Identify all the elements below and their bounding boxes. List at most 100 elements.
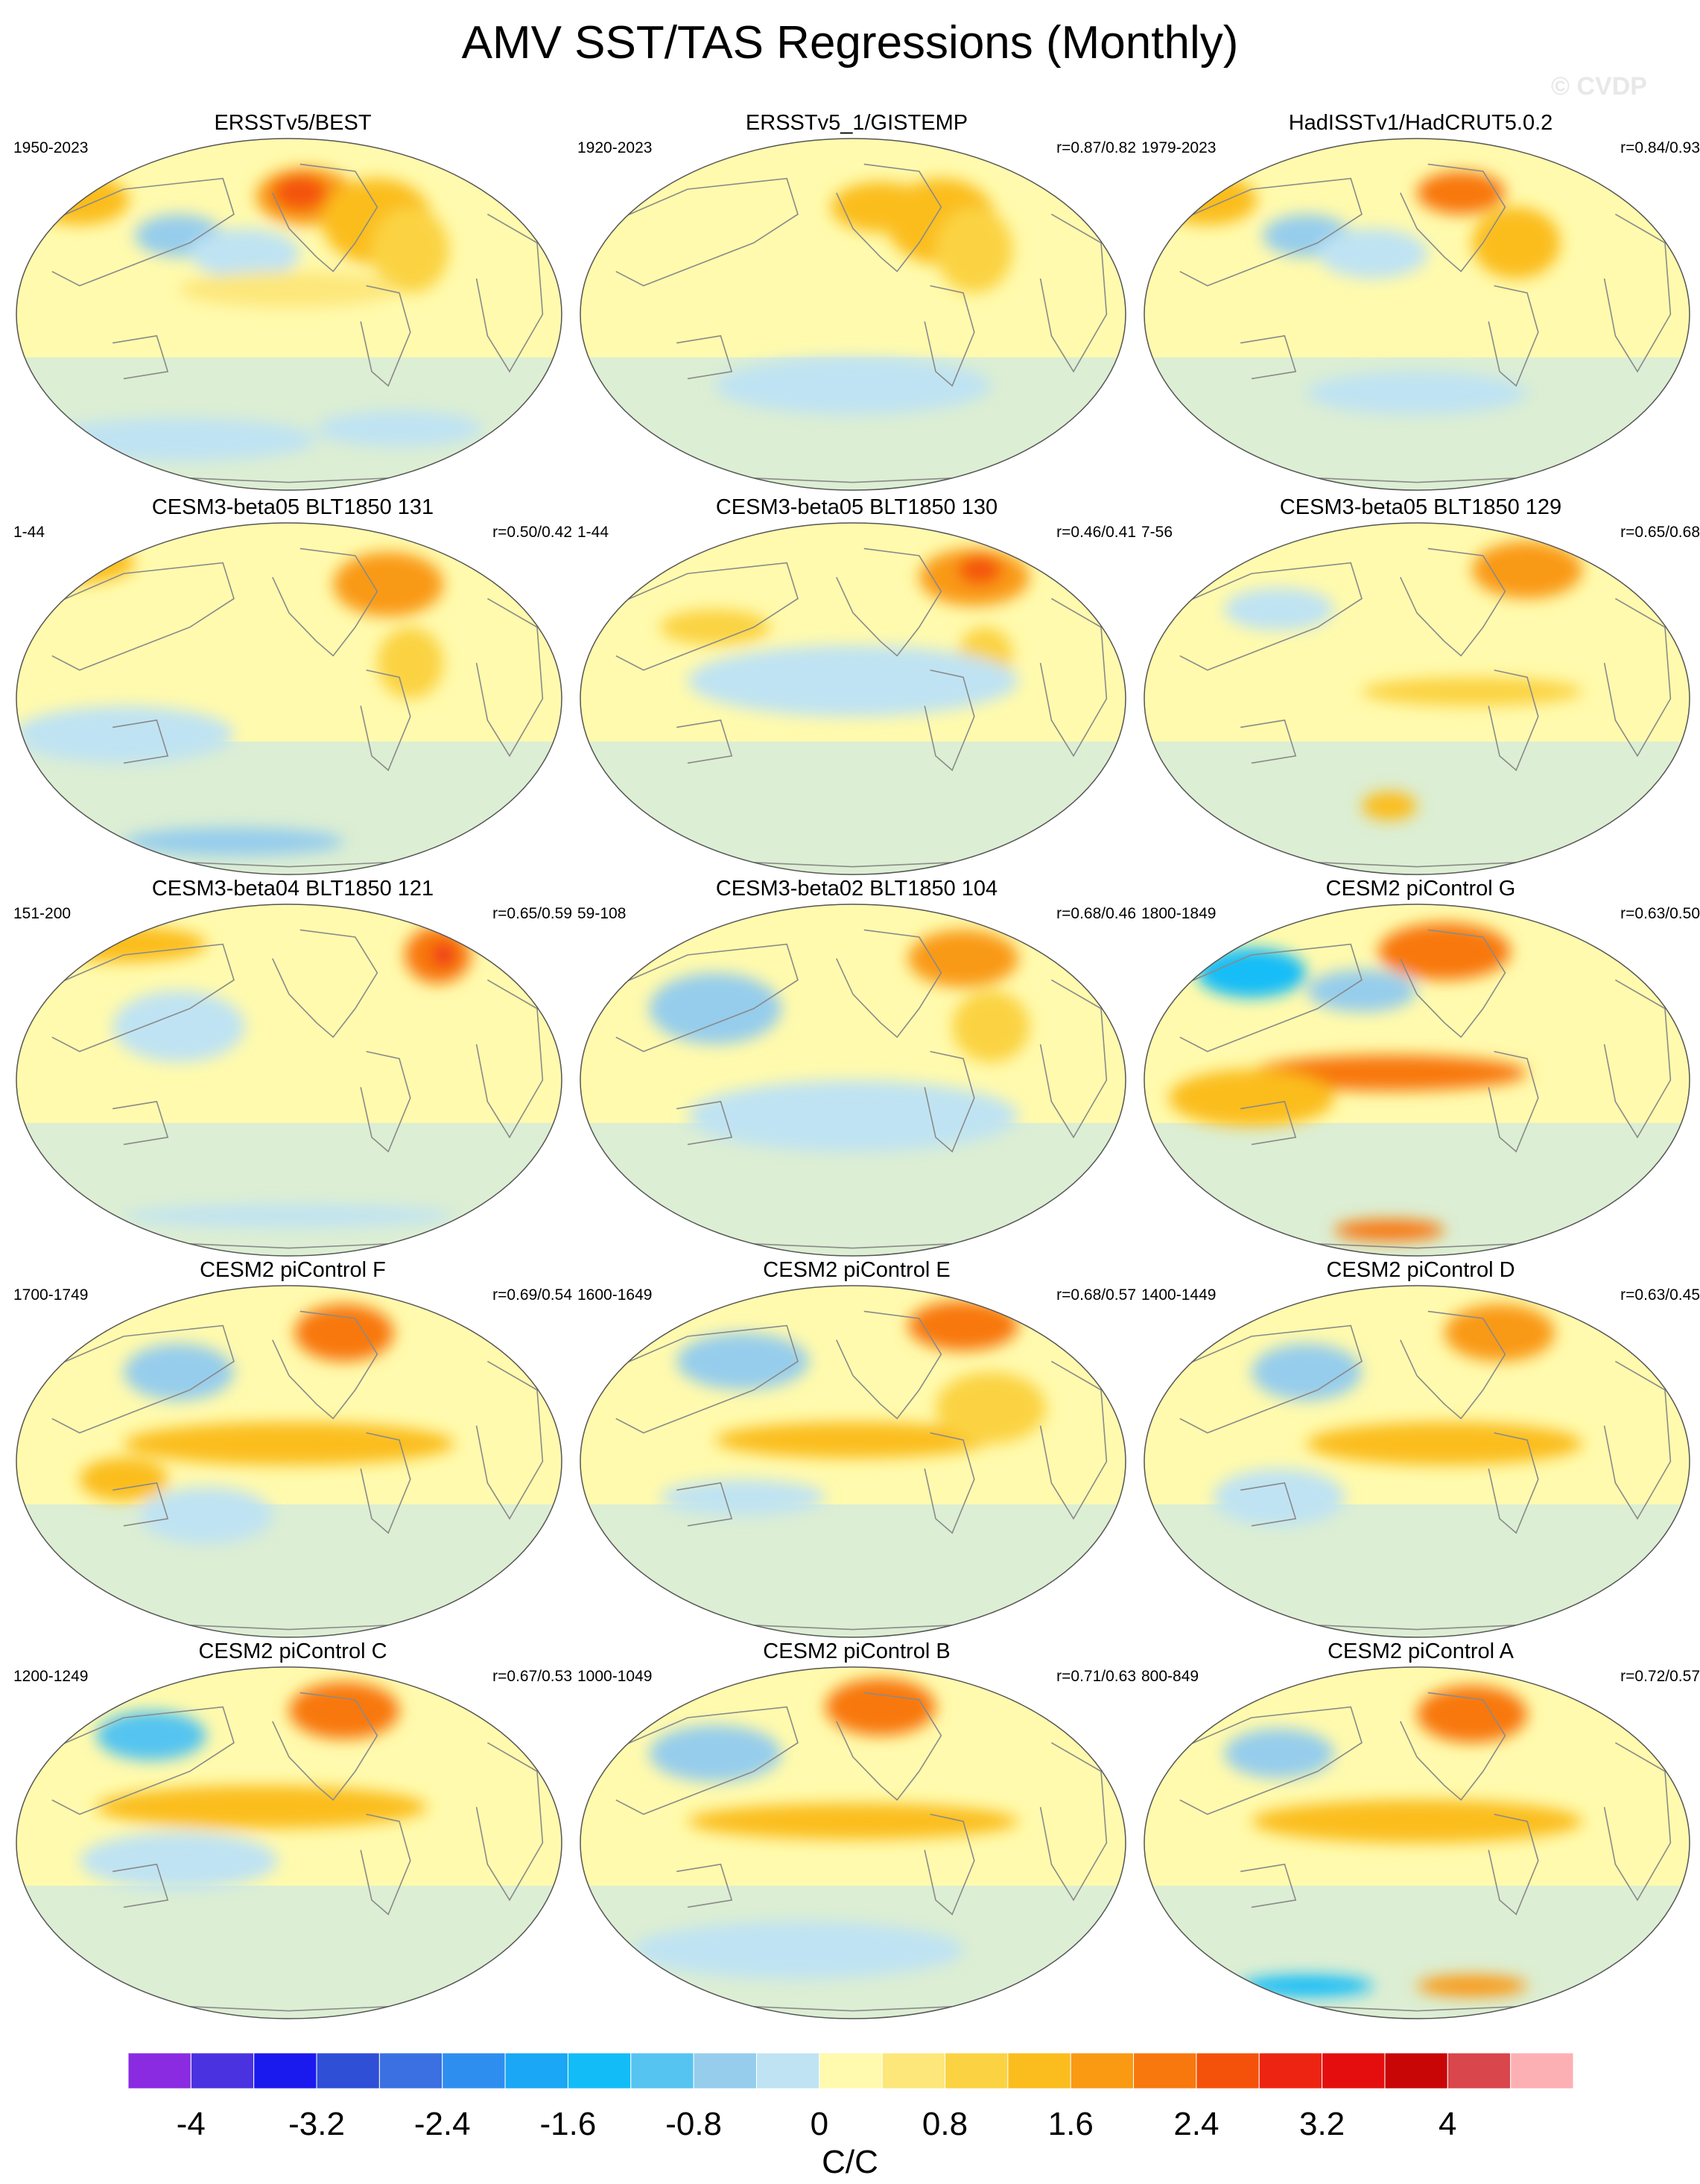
panel-title: CESM3-beta04 BLT1850 121 xyxy=(151,877,434,901)
map-panel: CESM2 piControl D 1400-1449 r=0.63/0.45 xyxy=(1141,1257,1700,1645)
colorbar-swatch xyxy=(630,2053,694,2089)
panel-title: CESM3-beta05 BLT1850 129 xyxy=(1279,495,1562,519)
panel-years: 7-56 xyxy=(1141,524,1173,541)
map-panel: CESM3-beta05 BLT1850 131 1-44 r=0.50/0.42 xyxy=(13,495,572,882)
map-panel: CESM2 piControl E 1600-1649 r=0.68/0.57 xyxy=(577,1257,1136,1645)
colorbar-tick-label: -0.8 xyxy=(665,2106,722,2139)
colorbar-swatch xyxy=(567,2053,632,2089)
colorbar-swatch xyxy=(693,2053,757,2089)
colorbar-swatch xyxy=(190,2053,255,2089)
panel-title: ERSSTv5/BEST xyxy=(214,111,372,135)
panel-title: HadISSTv1/HadCRUT5.0.2 xyxy=(1288,111,1553,135)
panel-years: 1950-2023 xyxy=(13,139,89,156)
panel-correlation: r=0.63/0.50 xyxy=(1620,905,1700,922)
map-panel: CESM2 piControl A 800-849 r=0.72/0.57 xyxy=(1141,1639,1700,2026)
regression-map xyxy=(1144,138,1690,491)
panel-correlation: r=0.87/0.82 xyxy=(1056,139,1136,156)
colorbar-swatch xyxy=(442,2053,506,2089)
regression-map xyxy=(16,1285,562,1638)
panel-years: 1700-1749 xyxy=(13,1286,89,1304)
panel-title: CESM2 piControl E xyxy=(763,1258,951,1282)
map-panel: CESM2 piControl C 1200-1249 r=0.67/0.53 xyxy=(13,1639,572,2026)
panel-years: 151-200 xyxy=(13,905,72,922)
regression-map xyxy=(16,1666,562,2019)
panel-years: 1400-1449 xyxy=(1141,1286,1217,1304)
colorbar-swatch xyxy=(1322,2053,1386,2089)
colorbar-tick-label: 3.2 xyxy=(1299,2106,1345,2139)
regression-map xyxy=(580,1285,1126,1638)
panel-correlation: r=0.63/0.45 xyxy=(1620,1286,1700,1304)
panel-correlation: r=0.84/0.93 xyxy=(1620,139,1700,156)
panel-years: 1979-2023 xyxy=(1141,139,1217,156)
regression-map xyxy=(580,904,1126,1257)
colorbar-swatch xyxy=(1007,2053,1071,2089)
colorbar-swatch xyxy=(1133,2053,1197,2089)
panel-correlation: r=0.50/0.42 xyxy=(492,524,572,541)
panel-title: CESM2 piControl B xyxy=(763,1639,951,1663)
colorbar-swatch xyxy=(1258,2053,1323,2089)
colorbar-tick-label: 2.4 xyxy=(1173,2106,1219,2139)
regression-map xyxy=(580,522,1126,875)
panel-title: CESM3-beta05 BLT1850 130 xyxy=(715,495,998,519)
colorbar-tick-label: 4 xyxy=(1439,2106,1456,2139)
colorbar-swatch xyxy=(1447,2053,1512,2089)
map-panel: CESM2 piControl B 1000-1049 r=0.71/0.63 xyxy=(577,1639,1136,2026)
colorbar-tick-label: -4 xyxy=(177,2106,206,2139)
panel-title: CESM2 piControl A xyxy=(1328,1639,1514,1663)
map-panel: ERSSTv5/BEST 1950-2023 xyxy=(13,110,572,498)
colorbar-unit-label: C/C xyxy=(822,2144,878,2180)
regression-map xyxy=(16,904,562,1257)
colorbar-swatch xyxy=(1384,2053,1448,2089)
colorbar-swatch xyxy=(316,2053,380,2089)
colorbar-tick-label: -3.2 xyxy=(288,2106,345,2139)
panel-correlation: r=0.69/0.54 xyxy=(492,1286,572,1304)
regression-map xyxy=(1144,1666,1690,2019)
colorbar-tick-label: -2.4 xyxy=(414,2106,471,2139)
map-panel: CESM3-beta02 BLT1850 104 59-108 r=0.68/0.4… xyxy=(577,876,1136,1263)
regression-map xyxy=(1144,904,1690,1257)
panel-title: ERSSTv5_1/GISTEMP xyxy=(745,111,968,135)
panel-years: 1200-1249 xyxy=(13,1668,89,1685)
colorbar-tick-label: 0 xyxy=(811,2106,828,2139)
panel-correlation: r=0.65/0.59 xyxy=(492,905,572,922)
colorbar-swatch xyxy=(945,2053,1009,2089)
panel-correlation: r=0.71/0.63 xyxy=(1056,1668,1136,1685)
regression-map xyxy=(580,1666,1126,2019)
map-panel: HadISSTv1/HadCRUT5.0.2 1979-2023 r=0.84/0.… xyxy=(1141,110,1700,498)
regression-map xyxy=(16,522,562,875)
colorbar-swatch xyxy=(378,2053,443,2089)
panel-correlation: r=0.46/0.41 xyxy=(1056,524,1136,541)
colorbar-swatch xyxy=(1510,2053,1573,2089)
panel-title: CESM2 piControl D xyxy=(1326,1258,1515,1282)
colorbar-swatch xyxy=(504,2053,568,2089)
panel-years: 1600-1649 xyxy=(577,1286,653,1304)
map-panel: CESM2 piControl F 1700-1749 r=0.69/0.54 xyxy=(13,1257,572,1645)
panel-title: CESM2 piControl C xyxy=(198,1639,387,1663)
panel-correlation: r=0.65/0.68 xyxy=(1620,524,1700,541)
regression-map xyxy=(580,138,1126,491)
colorbar-swatch xyxy=(881,2053,946,2089)
panel-correlation: r=0.67/0.53 xyxy=(492,1668,572,1685)
panel-title: CESM3-beta05 BLT1850 131 xyxy=(151,495,434,519)
colorbar-swatch xyxy=(1070,2053,1135,2089)
panel-years: 1-44 xyxy=(13,524,45,541)
colorbar-tick-label: -1.6 xyxy=(540,2106,597,2139)
panel-title: CESM3-beta02 BLT1850 104 xyxy=(715,877,998,901)
panel-title: CESM2 piControl F xyxy=(200,1258,386,1282)
figure-title: AMV SST/TAS Regressions (Monthly) xyxy=(461,17,1239,69)
map-panel: CESM3-beta05 BLT1850 130 1-44 r=0.46/0.41 xyxy=(577,495,1136,882)
panel-years: 800-849 xyxy=(1141,1668,1199,1685)
map-panel: CESM3-beta05 BLT1850 129 7-56 r=0.65/0.68 xyxy=(1141,495,1700,882)
panel-correlation: r=0.68/0.57 xyxy=(1056,1286,1136,1304)
map-panel: CESM2 piControl G 1800-1849 r=0.63/0.50 xyxy=(1141,876,1700,1263)
regression-map xyxy=(16,138,562,491)
panel-correlation: r=0.68/0.46 xyxy=(1056,905,1136,922)
panel-correlation: r=0.72/0.57 xyxy=(1620,1668,1700,1685)
regression-map xyxy=(1144,522,1690,875)
colorbar-tick-label: 0.8 xyxy=(922,2106,968,2139)
colorbar-swatch xyxy=(128,2053,191,2089)
colorbar-tick-label: 1.6 xyxy=(1048,2106,1094,2139)
colorbar-swatch xyxy=(755,2053,820,2089)
colorbar-swatch xyxy=(253,2053,317,2089)
panel-years: 59-108 xyxy=(577,905,627,922)
